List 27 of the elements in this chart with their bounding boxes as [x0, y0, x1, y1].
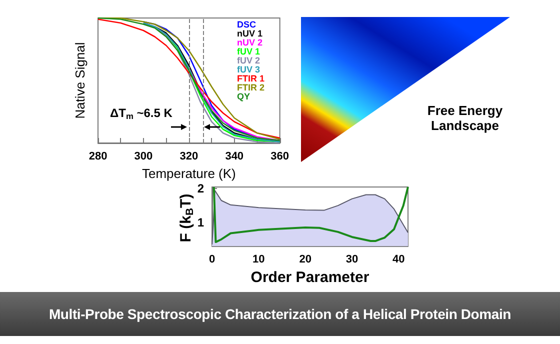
y-axis-title: Native Signal	[72, 42, 88, 119]
text: QY	[237, 92, 250, 102]
y-tick-label: 1	[197, 215, 204, 230]
x-tick-label: 320	[180, 150, 198, 162]
y-axis-title: F (kBT)	[178, 194, 196, 242]
x-tick-label: 20	[299, 254, 312, 266]
text: Multi-Probe Spectroscopic Characterization of a Helical Protein Domain	[0, 292, 560, 336]
x-axis-title: Temperature (K)	[142, 166, 236, 181]
x-tick-label: 0	[208, 254, 216, 266]
x-axis-title: Order Parameter	[250, 269, 370, 286]
text: fUV 1	[237, 46, 260, 56]
x-tick-label: 10	[252, 254, 265, 266]
text: fUV 2	[237, 56, 260, 66]
x-tick-label: 280	[88, 150, 108, 162]
text: nUV 1	[237, 28, 263, 38]
text: Free Energy Landscape	[427, 103, 504, 133]
y-tick-label: 2	[197, 182, 204, 196]
text: FTIR 2	[237, 82, 265, 92]
text: fUV 3	[237, 64, 260, 74]
x-tick-label: 300	[134, 150, 153, 162]
x-tick-label: 30	[346, 254, 358, 266]
text: nUV 2	[237, 38, 263, 48]
text: FTIR 1	[237, 74, 265, 84]
x-tick-label: 40	[392, 254, 405, 266]
x-tick-label: 340	[225, 150, 244, 162]
x-tick-label: 360	[270, 150, 290, 162]
text: DSC	[237, 20, 256, 30]
